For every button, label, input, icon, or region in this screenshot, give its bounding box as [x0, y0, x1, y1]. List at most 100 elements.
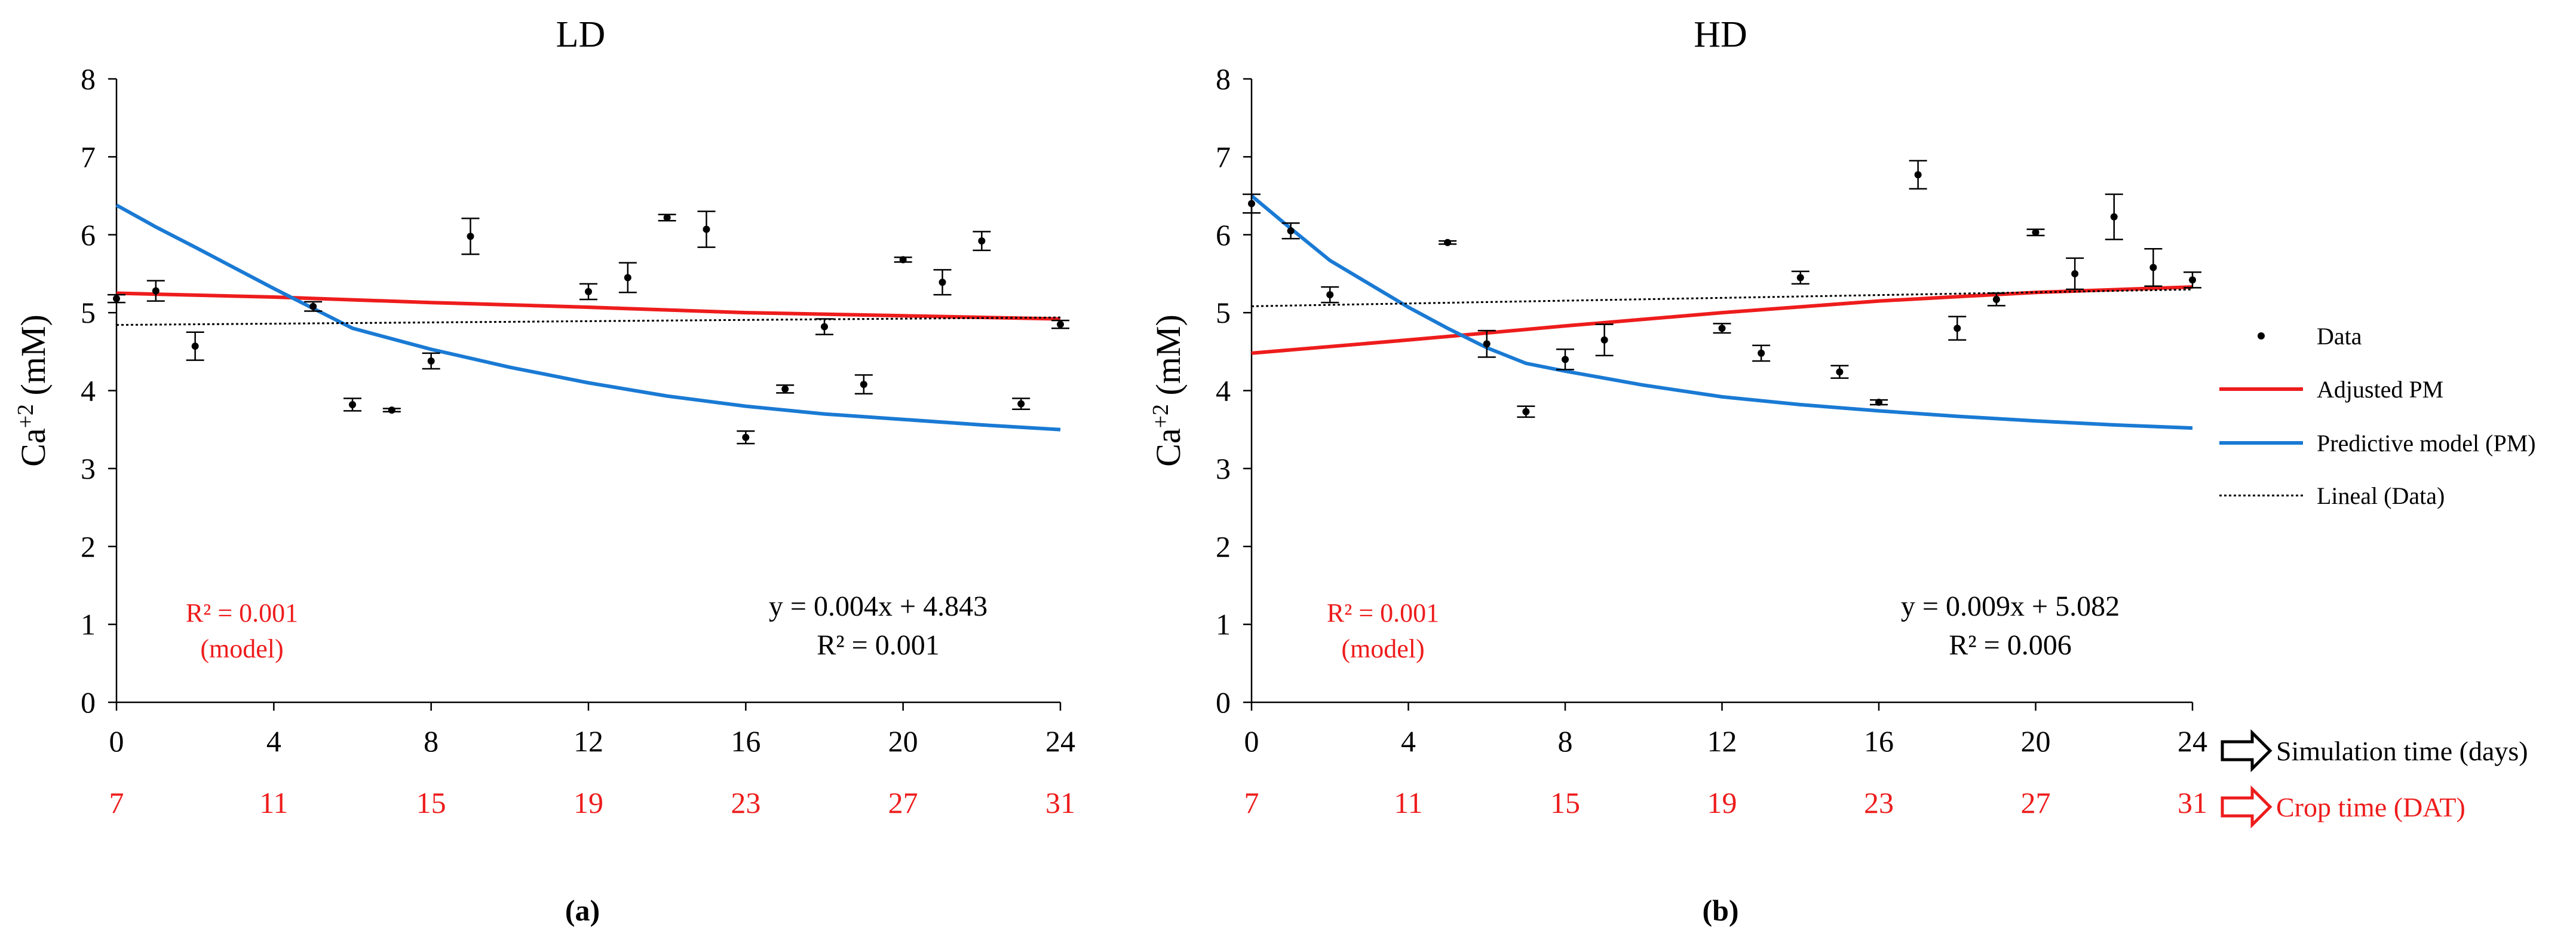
- ld-data-point: [152, 287, 160, 295]
- ld-y-tick-label: 1: [81, 608, 96, 641]
- ld-crop-tick-label: 23: [731, 786, 760, 819]
- ld-x-tick-label: 0: [109, 724, 124, 758]
- ld-series-lineal-line: [116, 316, 1061, 326]
- simulation-time-label: Simulation time (days): [2276, 736, 2528, 766]
- ld-crop-tick-label: 15: [416, 786, 446, 819]
- ld-data-point: [860, 381, 867, 389]
- ld-y-tick-label: 5: [81, 296, 96, 329]
- ld-data-point: [113, 295, 120, 302]
- hd-x-tick-label: 0: [1244, 724, 1259, 758]
- hd-crop-tick-label: 31: [2178, 786, 2207, 819]
- ld-data-point: [781, 385, 789, 393]
- hd-y-tick-label: 7: [1216, 140, 1231, 173]
- ld-crop-tick-label: 19: [574, 786, 603, 819]
- hd-data-point: [1758, 349, 1765, 357]
- ld-data-point: [663, 214, 671, 222]
- hd-data-point: [2071, 270, 2079, 277]
- ld-y-axis-label: Ca+2 (mM): [13, 314, 53, 467]
- hd-data-point: [1875, 399, 1882, 406]
- ld-data-point: [899, 256, 907, 264]
- ld-x-tick-label: 8: [424, 724, 438, 758]
- ld-x-tick-label: 4: [266, 724, 281, 758]
- sublabel-a: (a): [565, 894, 600, 927]
- hd-chart-title: HD: [1694, 14, 1747, 55]
- hd-y-axis-label: Ca+2 (mM): [1148, 314, 1188, 467]
- ld-y-tick-label: 6: [81, 218, 96, 252]
- hd-y-tick-label: 8: [1216, 62, 1231, 96]
- hd-y-tick-label: 2: [1216, 530, 1231, 563]
- legend-label-lineal: Lineal (Data): [2317, 482, 2445, 509]
- sublabel-b: (b): [1702, 894, 1738, 927]
- hd-x-tick-label: 16: [1864, 724, 1894, 758]
- ld-series-predictive-line: [115, 203, 1061, 432]
- ld-data-point: [821, 323, 828, 331]
- ld-data-point: [742, 433, 750, 441]
- ld-data-point: [1057, 320, 1064, 328]
- ld-trend-r2: R² = 0.001: [817, 629, 939, 661]
- crop-time-label: Crop time (DAT): [2276, 792, 2465, 822]
- legend-data-marker: [2258, 332, 2265, 339]
- hd-crop-tick-label: 7: [1244, 786, 1259, 819]
- hd-x-tick-label: 24: [2178, 724, 2207, 758]
- hd-trend-equation: y = 0.009x + 5.082: [1901, 591, 2120, 622]
- ld-y-tick-label: 2: [81, 530, 96, 563]
- hd-crop-tick-label: 11: [1394, 786, 1422, 819]
- hd-y-tick-label: 4: [1216, 374, 1231, 408]
- hd-crop-tick-label: 19: [1707, 786, 1737, 819]
- ld-model-r2: R² = 0.001: [186, 598, 298, 628]
- ld-y-tick-label: 8: [81, 62, 96, 96]
- ld-crop-tick-label: 27: [888, 786, 918, 819]
- simulation-arrow-icon: [2221, 729, 2273, 773]
- hd-y-tick-label: 5: [1216, 296, 1231, 329]
- hd-data-point: [1326, 291, 1334, 299]
- legend-label-adjusted: Adjusted PM: [2317, 376, 2443, 403]
- ld-data-point: [703, 225, 710, 233]
- hd-data-point: [1836, 368, 1844, 376]
- hd-data-point: [2149, 264, 2157, 271]
- ld-x-tick-label: 16: [731, 724, 760, 758]
- ld-crop-tick-label: 7: [109, 786, 124, 819]
- ld-x-tick-label: 12: [574, 724, 603, 758]
- panel-ld: LD012345678074118151219162320272431Ca+2 …: [13, 14, 1075, 819]
- hd-data-point: [1248, 200, 1255, 207]
- ld-data-point: [388, 406, 395, 414]
- ld-x-tick-label: 24: [1045, 724, 1075, 758]
- ld-data-point: [585, 287, 592, 295]
- hd-data-point: [1796, 274, 1804, 282]
- hd-data-point: [2032, 228, 2040, 236]
- hd-data-point: [1600, 336, 1608, 344]
- legend-label-data: Data: [2317, 323, 2362, 350]
- hd-model-r2-note: (model): [1341, 634, 1424, 663]
- panel-hd: HD012345678074118151219162320272431Ca+2 …: [1148, 14, 2207, 819]
- ld-y-tick-label: 3: [81, 452, 96, 485]
- ld-y-tick-label: 7: [81, 140, 96, 173]
- ld-data-point: [939, 279, 946, 286]
- hd-x-tick-label: 12: [1707, 724, 1737, 758]
- hd-data-point: [2110, 213, 2118, 221]
- hd-data-point: [1444, 238, 1452, 246]
- hd-x-tick-label: 8: [1558, 724, 1573, 758]
- axis-row-labels: Simulation time (days) Crop time (DAT): [2221, 729, 2528, 829]
- hd-data-point: [1914, 171, 1922, 179]
- ld-data-point: [349, 400, 356, 408]
- hd-y-tick-label: 0: [1216, 686, 1231, 719]
- hd-data-point: [1287, 227, 1295, 235]
- hd-data-point: [1718, 325, 1726, 332]
- crop-arrow-icon: [2221, 785, 2273, 829]
- hd-x-tick-label: 4: [1401, 724, 1416, 758]
- hd-series-predictive-line: [1250, 194, 2193, 430]
- hd-data-point: [1562, 356, 1569, 363]
- ld-data-point: [427, 357, 435, 365]
- legend: Data Adjusted PM Predictive model (PM) L…: [2219, 323, 2536, 509]
- ld-crop-tick-label: 31: [1045, 786, 1075, 819]
- ld-chart-title: LD: [556, 14, 606, 55]
- hd-data-point: [1522, 408, 1530, 415]
- ld-data-point: [624, 274, 631, 282]
- legend-label-predictive: Predictive model (PM): [2317, 430, 2536, 457]
- ld-model-r2-note: (model): [200, 634, 283, 663]
- hd-y-tick-label: 6: [1216, 218, 1231, 252]
- ld-y-tick-label: 4: [81, 374, 96, 408]
- hd-crop-tick-label: 23: [1864, 786, 1894, 819]
- hd-trend-r2: R² = 0.006: [1949, 629, 2071, 661]
